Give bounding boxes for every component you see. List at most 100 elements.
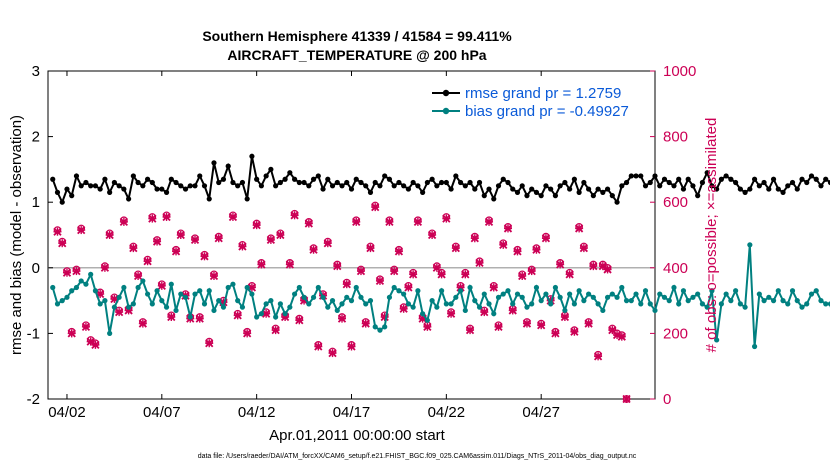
rmse-point (510, 186, 516, 192)
rmse-point (130, 173, 136, 179)
bias-point (604, 294, 611, 300)
series-bias (50, 242, 830, 350)
rmse-point (638, 173, 644, 179)
rmse-point (804, 179, 810, 186)
rmse-point (718, 176, 724, 182)
assimilated-point (404, 283, 413, 292)
bias-point (533, 284, 540, 291)
rmse-point (140, 183, 146, 189)
bias-point (486, 301, 492, 307)
assimilated-point (484, 217, 494, 227)
assimilated-point (252, 221, 261, 230)
assimilated-point (356, 266, 366, 276)
assimilated-point (366, 243, 375, 253)
assimilated-point (262, 309, 271, 318)
bias-point (505, 288, 511, 294)
rmse-point (533, 189, 540, 195)
assimilated-point (551, 329, 560, 338)
bias-point (254, 314, 260, 320)
bias-point (704, 304, 710, 310)
rmse-point (386, 176, 393, 182)
x-axis-label: Apr.01,2011 00:00:00 start (269, 427, 446, 444)
y2-tick-label: 0 (663, 391, 671, 408)
assimilated-point (574, 224, 584, 233)
assimilated-point (461, 270, 470, 279)
bias-point (339, 301, 345, 307)
assimilated-point (162, 212, 171, 222)
assimilated-point (499, 240, 508, 249)
assimilated-point (309, 245, 318, 254)
rmse-point (690, 183, 696, 189)
bias-point (325, 304, 331, 310)
bias-point (401, 291, 407, 297)
y2-axis-label: # of obs: o=possible; ×=assimilated (703, 118, 720, 353)
assimilated-point (233, 311, 242, 320)
x-tick-label: 04/22 (428, 404, 466, 421)
bias-point (728, 298, 734, 304)
bias-point (514, 291, 521, 297)
x-tick-label: 04/12 (238, 404, 276, 421)
rmse-point (429, 176, 435, 182)
rmse-point (780, 189, 786, 195)
assimilated-point (598, 262, 607, 271)
assimilated-point (209, 271, 219, 281)
assimilated-point (86, 337, 95, 346)
assimilated-point (114, 307, 124, 317)
bias-point (647, 301, 653, 307)
bias-point (586, 291, 592, 297)
legend-rmse-text: rmse grand pr = 1.2759 (465, 85, 621, 102)
rmse-point (614, 199, 620, 205)
bias-point (690, 294, 696, 300)
assimilated-point (295, 316, 304, 325)
rmse-point (761, 179, 767, 186)
assimilated-point (489, 283, 498, 292)
bias-point (235, 298, 241, 304)
bias-point (192, 291, 198, 297)
rmse-point (287, 170, 293, 176)
bias-point (424, 317, 430, 323)
bias-point (88, 271, 94, 277)
rmse-point (301, 179, 307, 186)
bias-point (666, 298, 672, 304)
rmse-point (83, 179, 89, 186)
bias-point (178, 291, 184, 297)
assimilated-point (81, 322, 91, 331)
rmse-point (249, 153, 255, 159)
rmse-point (325, 176, 331, 182)
assimilated-point (375, 276, 385, 286)
bias-point (562, 307, 568, 314)
assimilated-point (167, 312, 176, 322)
rmse-point (623, 179, 630, 186)
y-tick-label: -2 (27, 391, 40, 408)
rmse-point (135, 179, 141, 186)
rmse-point (737, 186, 743, 192)
bias-point (685, 298, 691, 304)
assimilated-point (537, 321, 546, 330)
rmse-point (457, 179, 464, 186)
bias-point (97, 301, 103, 307)
rmse-point (709, 183, 715, 189)
bias-point (799, 304, 805, 310)
rmse-point (633, 173, 639, 179)
bias-point (358, 294, 364, 300)
bias-point (102, 298, 108, 304)
rmse-point (557, 183, 563, 189)
assimilated-point (603, 265, 612, 274)
y-tick-label: 2 (32, 129, 40, 146)
assimilated-point (394, 247, 404, 256)
bias-point (633, 291, 639, 297)
bias-point (576, 288, 582, 294)
assimilated-point (133, 271, 143, 281)
rmse-point (495, 183, 502, 189)
assimilated-point (503, 224, 513, 233)
bias-point (386, 294, 393, 300)
rmse-point (567, 186, 573, 192)
assimilated-point (622, 394, 631, 404)
assimilated-point (200, 252, 209, 261)
rmse-point (405, 186, 412, 192)
bias-point (823, 301, 829, 307)
assimilated-point (446, 309, 456, 318)
bias-point (628, 298, 634, 304)
bias-point (652, 307, 658, 314)
rmse-point (586, 186, 592, 192)
